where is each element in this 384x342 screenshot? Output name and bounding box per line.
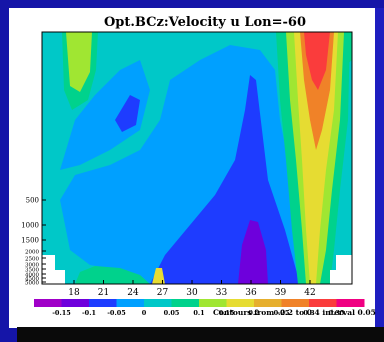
x-tick-label: 21 [98,288,109,298]
y-tick-label: 2000 [25,250,39,256]
plot-frame [41,31,353,285]
y-tick-label: 4000 [25,273,39,279]
x-tick-label: 30 [186,288,198,298]
field-purple-core [238,220,268,284]
x-tick-label: 27 [157,288,169,298]
colorbar-label: 0.2 [248,309,259,317]
y-tick-label: 4500 [25,277,39,283]
y-tick-label: 2500 [25,257,39,263]
colorbar-swatch [171,299,200,307]
field-blue-core [150,75,300,284]
colorbar-swatch [34,299,62,307]
y-tick-label: 500 [26,197,39,205]
y-tick-label: 1000 [21,222,39,230]
status-bar [17,327,384,342]
x-tick-label: 18 [68,288,80,298]
colorbar-swatch [61,299,90,307]
plot-area [42,32,352,284]
colorbar-swatch [144,299,172,307]
colorbar-label: 0.15 [219,309,235,317]
x-tick-label: 42 [304,288,315,298]
colorbar-label: -0.05 [107,309,126,317]
colorbar-label: -0.15 [52,309,71,317]
field-left-blue [60,60,150,170]
y-tick-label: 3000 [25,263,39,269]
colorbar-swatch [226,299,255,307]
colorbar-label: -0.1 [82,309,96,317]
colorbar-swatch [281,299,310,307]
colorbar-label: 0.25 [274,309,290,317]
colorbar-swatch [89,299,117,307]
field-bottom-green [75,266,150,284]
colorbar-swatch [116,299,145,307]
x-axis: 18 21 24 27 30 33 36 39 42 [68,280,316,298]
colorbar-label: 0.1 [193,309,204,317]
colorbar-swatch [309,299,337,307]
y-tick-label: 3500 [25,268,39,274]
y-tick-label: 1500 [21,237,39,245]
x-tick-label: 39 [275,288,287,298]
field-bottom-yellow [152,268,165,284]
field-jet-red [304,32,330,90]
field-lightgreen-left [66,32,92,92]
window-edge [375,8,384,327]
colorbar-label: 0.3 [303,309,315,317]
colorbar: -0.15 -0.1 -0.05 0 0.05 0.1 0.15 0.2 0.25 0.3 0.35 [34,299,365,317]
colorbar-swatch [199,299,227,307]
colorbar-label: 0 [142,309,147,317]
y-tick-label: 5000 [25,281,39,287]
colorbar-label: 0.05 [164,309,180,317]
colorbar-swatch [336,299,365,307]
x-tick-label: 33 [216,288,228,298]
contour-note: Contours from -0.2 to 0.4 interval 0.05 [213,308,376,317]
x-tick-label: 24 [127,288,139,298]
field-left-deep [115,95,140,132]
colorbar-label: 0.35 [329,309,345,317]
colorbar-swatch [254,299,282,307]
x-tick-label: 36 [245,288,257,298]
chart-title: Opt.BCz:Velocity u Lon=-60 [104,15,306,30]
